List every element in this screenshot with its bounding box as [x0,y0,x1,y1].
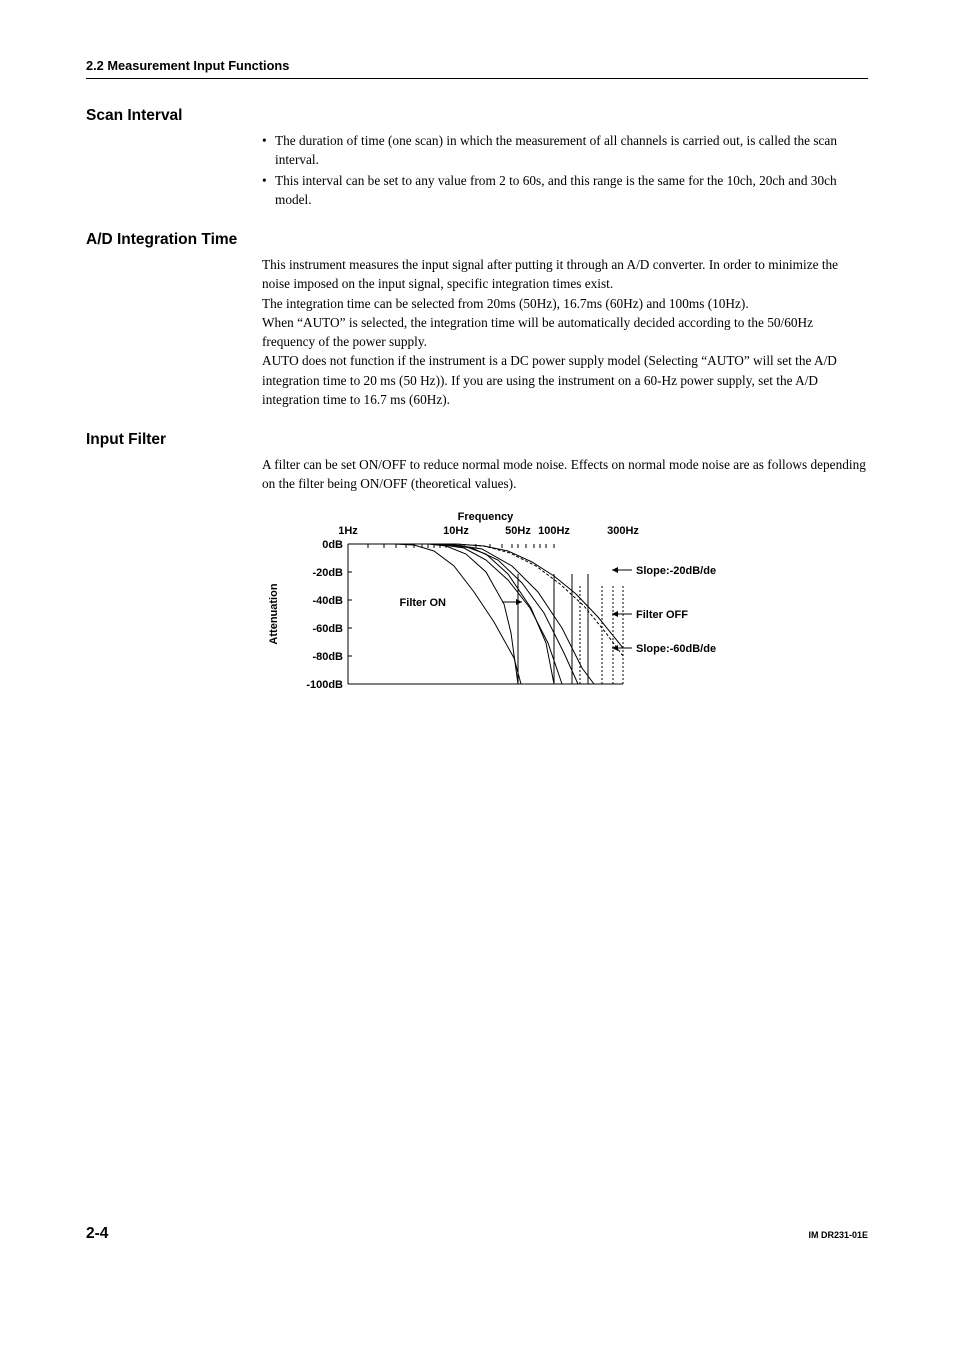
svg-text:Frequency: Frequency [458,511,515,523]
filter-chart: Attenuation Frequency1Hz10Hz50Hz100Hz300… [286,508,716,708]
svg-text:Slope:-20dB/dec: Slope:-20dB/dec [636,565,716,577]
heading-ad-integration: A/D Integration Time [86,231,868,249]
chart-ylabel: Attenuation [268,574,280,654]
svg-text:-20dB: -20dB [312,567,343,579]
svg-text:10Hz: 10Hz [443,525,469,537]
heading-input-filter: Input Filter [86,431,868,449]
section-input-filter: Input Filter A filter can be set ON/OFF … [86,431,868,708]
section-scan-interval: Scan Interval The duration of time (one … [86,107,868,209]
svg-text:-80dB: -80dB [312,651,343,663]
chart-svg: Frequency 1Hz 10Hz 50Hz 100Hz 300Hz 0dB -20dB -4… [286,508,716,708]
scan-interval-list: The duration of time (one scan) in which… [262,131,868,209]
svg-text:Filter OFF: Filter OFF [636,609,688,621]
svg-text:-100dB: -100dB [306,679,343,691]
para: AUTO does not function if the instrument… [262,351,868,409]
svg-text:-60dB: -60dB [312,623,343,635]
svg-text:0dB: 0dB [322,539,343,551]
svg-text:100Hz: 100Hz [538,525,570,537]
para: This instrument measures the input signa… [262,255,868,294]
page-number: 2-4 [86,1225,108,1243]
para: A filter can be set ON/OFF to reduce nor… [262,455,868,494]
page-header: 2.2 Measurement Input Functions [86,58,868,79]
para: The integration time can be selected fro… [262,294,868,313]
heading-scan-interval: Scan Interval [86,107,868,125]
section-ad-integration: A/D Integration Time This instrument mea… [86,231,868,409]
doc-id: IM DR231-01E [808,1230,868,1240]
svg-text:300Hz: 300Hz [607,525,639,537]
svg-text:Slope:-60dB/dec: Slope:-60dB/dec [636,643,716,655]
svg-text:1Hz: 1Hz [338,525,358,537]
svg-text:-40dB: -40dB [312,595,343,607]
page-footer: 2-4 IM DR231-01E [86,1225,868,1243]
svg-text:50Hz: 50Hz [505,525,531,537]
list-item: The duration of time (one scan) in which… [262,131,868,170]
para: When “AUTO” is selected, the integration… [262,313,868,352]
list-item: This interval can be set to any value fr… [262,171,868,210]
svg-text:Filter ON: Filter ON [400,597,447,609]
